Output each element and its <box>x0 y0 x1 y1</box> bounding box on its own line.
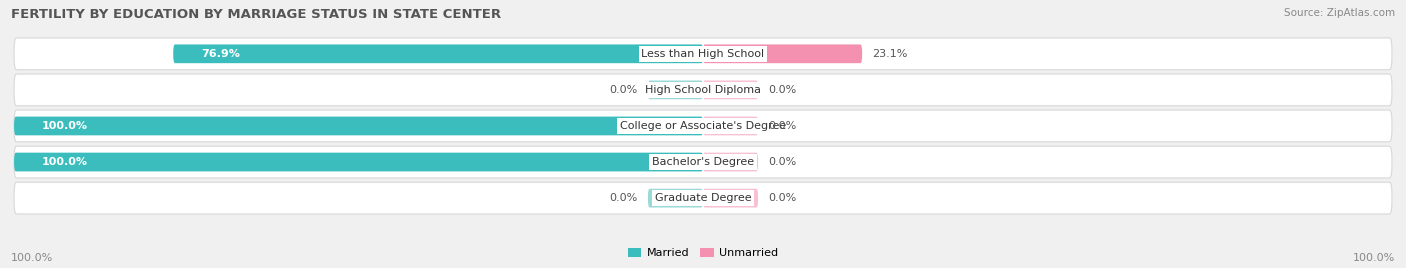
FancyBboxPatch shape <box>14 153 703 172</box>
Text: 0.0%: 0.0% <box>769 121 797 131</box>
Text: 100.0%: 100.0% <box>42 157 87 167</box>
Text: 0.0%: 0.0% <box>769 157 797 167</box>
FancyBboxPatch shape <box>14 146 1392 178</box>
FancyBboxPatch shape <box>14 38 1392 70</box>
Text: 0.0%: 0.0% <box>769 193 797 203</box>
FancyBboxPatch shape <box>703 117 758 135</box>
FancyBboxPatch shape <box>14 74 1392 106</box>
FancyBboxPatch shape <box>703 189 758 207</box>
Text: Bachelor's Degree: Bachelor's Degree <box>652 157 754 167</box>
Text: 23.1%: 23.1% <box>873 49 908 59</box>
Text: Source: ZipAtlas.com: Source: ZipAtlas.com <box>1284 8 1395 18</box>
Text: 76.9%: 76.9% <box>201 49 239 59</box>
Text: 100.0%: 100.0% <box>11 253 53 263</box>
FancyBboxPatch shape <box>703 153 758 172</box>
Text: 0.0%: 0.0% <box>609 85 637 95</box>
Text: 0.0%: 0.0% <box>769 85 797 95</box>
FancyBboxPatch shape <box>648 80 703 99</box>
FancyBboxPatch shape <box>14 110 1392 142</box>
FancyBboxPatch shape <box>703 80 758 99</box>
Text: College or Associate's Degree: College or Associate's Degree <box>620 121 786 131</box>
Text: 100.0%: 100.0% <box>42 121 87 131</box>
FancyBboxPatch shape <box>14 182 1392 214</box>
Text: 0.0%: 0.0% <box>609 193 637 203</box>
FancyBboxPatch shape <box>173 44 703 63</box>
FancyBboxPatch shape <box>14 117 703 135</box>
Text: Graduate Degree: Graduate Degree <box>655 193 751 203</box>
Text: High School Diploma: High School Diploma <box>645 85 761 95</box>
Text: 100.0%: 100.0% <box>1353 253 1395 263</box>
Text: FERTILITY BY EDUCATION BY MARRIAGE STATUS IN STATE CENTER: FERTILITY BY EDUCATION BY MARRIAGE STATU… <box>11 8 502 21</box>
FancyBboxPatch shape <box>648 189 703 207</box>
Text: Less than High School: Less than High School <box>641 49 765 59</box>
FancyBboxPatch shape <box>703 44 862 63</box>
Legend: Married, Unmarried: Married, Unmarried <box>623 243 783 262</box>
